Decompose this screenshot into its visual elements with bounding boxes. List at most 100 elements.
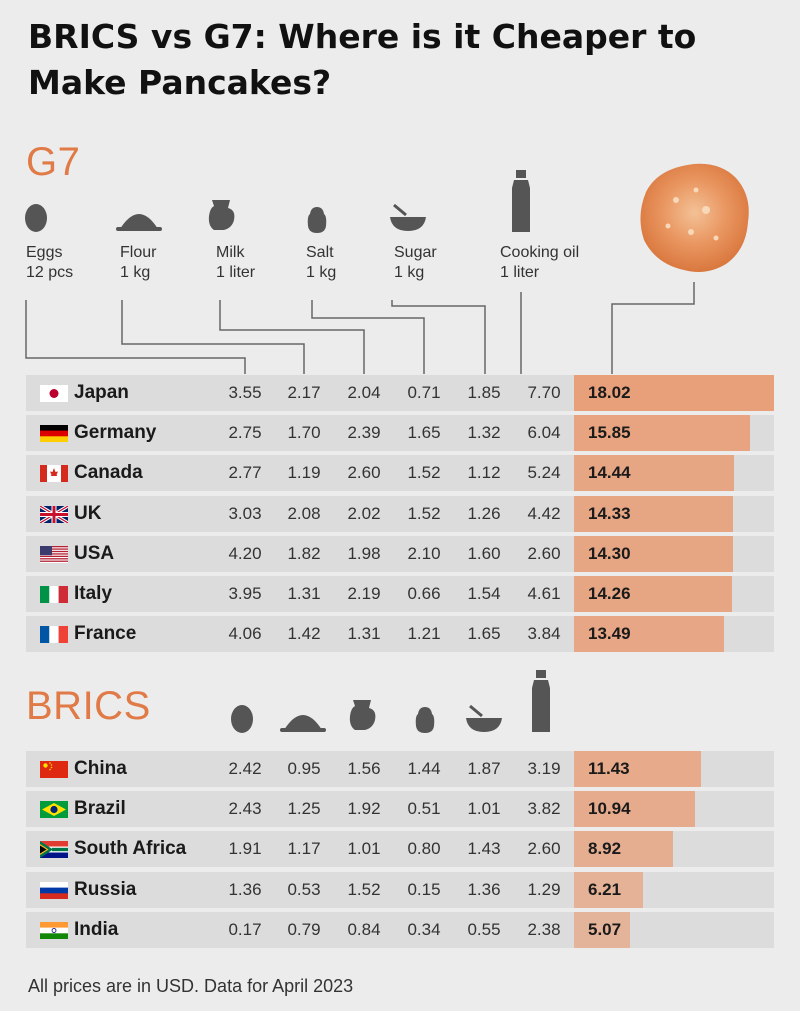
salt-shaker-icon [307,207,327,233]
cell-eggs: 2.42 [228,759,262,778]
ingredient-label-salt: Salt 1 kg [306,243,336,283]
cell-flour: 0.79 [287,919,321,939]
cell-salt: 0.80 [407,839,441,859]
total-bar [574,911,631,948]
pancake-icon [640,163,749,272]
flag-uk-icon [39,504,69,525]
total-value: 14.30 [588,543,631,563]
total-value: 13.49 [588,624,631,644]
footnote: All prices are in USD. Data for April 20… [28,976,354,996]
table-row-china: China 2.42 0.95 1.56 1.44 1.87 3.19 11.43 [26,751,774,787]
cell-salt: 0.66 [407,584,441,603]
table-row-japan: Japan 3.55 2.17 2.04 0.71 1.85 7.70 18.02 [26,375,774,411]
egg-icon [25,204,47,232]
table-row-italy: Italy 3.95 1.31 2.19 0.66 1.54 4.61 14.26 [26,576,774,612]
total-bar [574,751,701,787]
ingredient-label-milk: Milk 1 liter [216,243,255,283]
cell-cooking-oil: 2.38 [527,919,561,939]
cell-cooking-oil: 6.04 [527,423,561,443]
cell-milk: 1.01 [347,839,381,859]
flag-ru-icon [40,881,68,899]
cell-flour: 1.42 [287,624,321,644]
country-name: South Africa [74,838,187,860]
total-value: 8.92 [588,839,622,859]
flag-ca-icon [40,465,68,483]
milk-jug-icon [349,700,376,730]
cell-milk: 0.84 [347,919,381,939]
country-name: Germany [74,422,157,444]
total-bar [574,576,733,612]
cell-cooking-oil: 4.61 [527,584,561,603]
cell-flour: 0.95 [287,759,321,778]
cell-sugar: 1.87 [467,759,501,778]
page-title: BRICS vs G7: Where is it Cheaper to Make… [28,17,697,102]
cell-sugar: 1.12 [467,463,501,483]
table-row-india: India 0.17 0.79 0.84 0.34 0.55 2.38 5.07 [26,911,774,948]
oil-bottle-icon [532,670,550,732]
total-bar [574,415,750,452]
total-bar [574,871,643,908]
ingredient-unit: 1 kg [394,264,425,281]
cell-salt: 1.52 [407,503,441,523]
flag-br-icon [40,801,68,819]
cell-salt: 1.52 [407,463,441,483]
cell-cooking-oil: 5.24 [527,463,561,483]
total-value: 18.02 [588,383,631,402]
cell-milk: 2.60 [347,463,381,483]
cell-eggs: 3.03 [228,503,262,523]
cell-flour: 1.70 [287,423,321,443]
country-name: France [74,623,137,645]
flag-za-icon [40,841,68,859]
country-name: Canada [74,462,143,484]
total-value: 6.21 [588,879,622,899]
total-value: 5.07 [588,919,622,939]
total-value: 10.94 [588,799,631,819]
cell-milk: 2.39 [347,423,381,443]
cell-eggs: 0.17 [228,919,262,939]
cell-cooking-oil: 2.60 [527,839,561,859]
total-bar [574,831,673,868]
cell-cooking-oil: 4.42 [527,503,561,523]
cell-salt: 0.15 [407,879,441,899]
cell-flour: 1.19 [287,463,321,483]
cell-sugar: 1.85 [467,383,501,402]
cell-eggs: 2.43 [228,799,262,819]
ingredient-name: Salt [306,244,334,261]
cell-salt: 1.44 [407,759,441,778]
egg-icon [231,705,253,733]
cell-flour: 2.08 [287,503,321,523]
cell-milk: 1.92 [347,799,381,819]
cell-salt: 0.34 [407,919,441,939]
flour-icon [116,214,162,231]
flag-fr-icon [40,626,68,644]
total-value: 14.26 [588,584,631,603]
connector-lines [25,282,695,374]
cell-sugar: 1.32 [467,423,501,443]
salt-shaker-icon [415,707,435,733]
ingredient-unit: 1 liter [500,264,540,281]
table-row-south-africa: South Africa 1.91 1.17 1.01 0.80 1.43 2.60 8.92 [26,831,774,868]
cell-salt: 1.65 [407,423,441,443]
cell-eggs: 3.55 [228,383,262,402]
flag-de-icon [40,425,68,443]
table-row-usa: USA 4.20 1.82 1.98 2.10 1.60 2.60 14.30 [26,535,774,572]
ingredient-name: Sugar [394,244,437,261]
group-label-brics: BRICS [26,684,151,728]
flour-icon [280,715,326,732]
country-name: India [74,918,119,940]
cell-milk: 2.02 [347,503,381,523]
flag-cn-icon [40,761,68,778]
cell-eggs: 3.95 [228,584,262,603]
country-name: Russia [74,878,137,900]
country-name: Italy [74,583,113,604]
ingredient-name: Eggs [26,244,63,261]
cell-cooking-oil: 1.29 [527,879,561,899]
table-row-uk: UK 3.03 2.08 2.02 1.52 1.26 4.42 14.33 [26,495,774,532]
cell-salt: 0.51 [407,799,441,819]
country-name: China [74,758,127,779]
cell-cooking-oil: 7.70 [527,383,561,402]
total-value: 14.33 [588,503,631,523]
flag-in-icon [40,921,68,939]
cell-sugar: 0.55 [467,919,501,939]
cell-cooking-oil: 3.19 [527,759,561,778]
